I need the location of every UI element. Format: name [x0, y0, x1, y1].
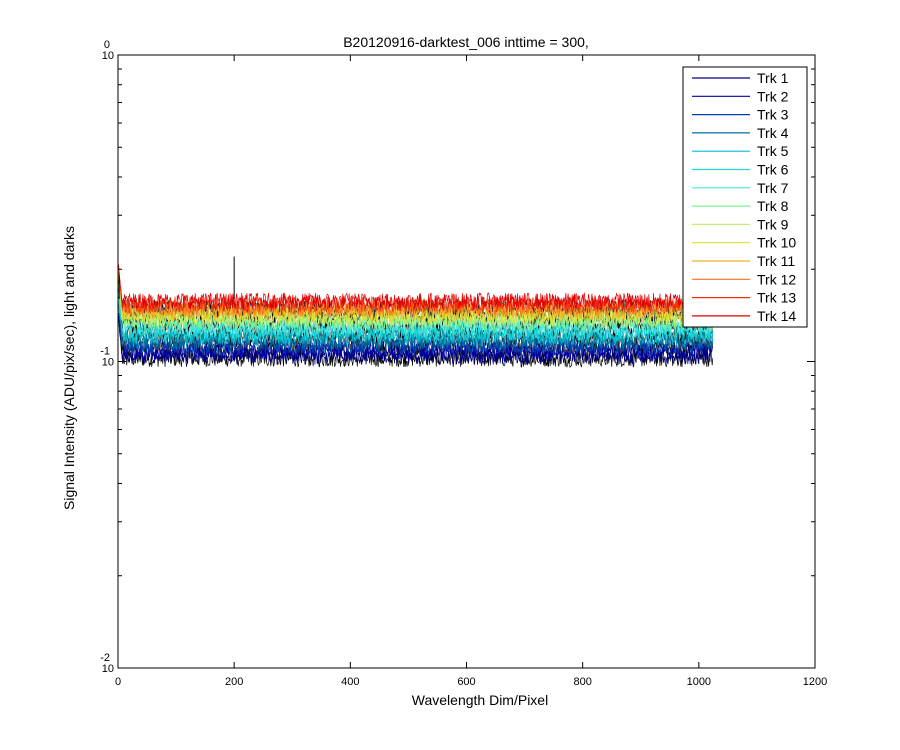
x-tick-label: 1200 — [803, 676, 827, 688]
legend-label-trk-6: Trk 6 — [757, 162, 789, 178]
legend-label-trk-1: Trk 1 — [757, 70, 789, 86]
y-tick-label: 10 — [102, 357, 114, 369]
y-tick-label: 10 — [102, 50, 114, 62]
legend-label-trk-9: Trk 9 — [757, 216, 789, 232]
x-tick-label: 800 — [573, 676, 591, 688]
chart-title: B20120916-darktest_006 inttime = 300, — [343, 34, 589, 50]
x-tick-label: 600 — [457, 676, 475, 688]
y-tick-exponent: -2 — [100, 652, 110, 664]
series-line-trk-4 — [118, 306, 714, 350]
legend-label-trk-8: Trk 8 — [757, 198, 789, 214]
y-tick-label: 10 — [102, 663, 114, 675]
trace-group — [118, 256, 714, 368]
legend-label-trk-14: Trk 14 — [757, 308, 796, 324]
y-tick-exponent: 0 — [104, 39, 110, 51]
x-tick-label: 200 — [225, 676, 243, 688]
x-tick-label: 0 — [115, 676, 121, 688]
legend-items: Trk 1 Trk 2 Trk 3 Trk 4 Trk 5 Trk 6 Trk 7 Trk 8… — [692, 70, 796, 324]
legend-label-trk-11: Trk 11 — [757, 253, 795, 269]
legend-box — [682, 66, 808, 328]
x-tick-label: 400 — [341, 676, 359, 688]
legend-label-trk-2: Trk 2 — [757, 88, 789, 104]
series-line-trk-10 — [118, 278, 714, 325]
legend-label-trk-10: Trk 10 — [757, 235, 796, 251]
y-axis-label: Signal Intensity (ADU/pix/sec), light an… — [61, 226, 77, 510]
legend-label-trk-5: Trk 5 — [757, 143, 789, 159]
x-tick-label: 1000 — [687, 676, 711, 688]
legend-label-trk-7: Trk 7 — [757, 180, 789, 196]
legend-label-trk-4: Trk 4 — [757, 125, 789, 141]
legend: Trk 1 Trk 2 Trk 3 Trk 4 Trk 5 Trk 6 Trk 7 Trk 8… — [682, 66, 808, 328]
legend-label-trk-12: Trk 12 — [757, 271, 796, 287]
y-tick-exponent: -1 — [100, 346, 110, 358]
series-line-trk-2 — [118, 314, 714, 361]
legend-label-trk-13: Trk 13 — [757, 290, 796, 306]
series-line-trk-14 — [118, 264, 714, 310]
x-axis-label: Wavelength Dim/Pixel — [412, 692, 548, 708]
legend-label-trk-3: Trk 3 — [757, 107, 789, 123]
